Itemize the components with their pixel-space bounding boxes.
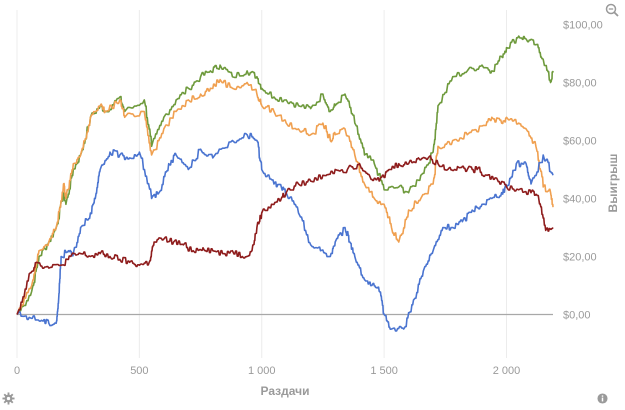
gear-icon[interactable] [2, 392, 15, 407]
y-tick-label: $0,00 [563, 310, 591, 322]
series-line-1 [16, 78, 554, 315]
y-tick-label: $20,00 [563, 252, 597, 264]
y-tick-label: $80,00 [563, 78, 597, 90]
grid-lines [16, 10, 507, 358]
x-tick-label: 1 000 [248, 365, 276, 377]
series-line-3 [16, 155, 554, 315]
y-axis-ticks: $0,00 $20,00 $40,00 $60,00 $80,00 $100,00 [563, 20, 603, 322]
y-tick-label: $100,00 [563, 20, 603, 32]
y-axis-label: Выигрыш [606, 154, 620, 213]
info-icon[interactable] [597, 393, 608, 406]
x-tick-label: 500 [130, 365, 148, 377]
y-tick-label: $60,00 [563, 136, 597, 148]
x-axis-label: Раздачи [261, 384, 310, 398]
x-tick-label: 2 000 [493, 365, 521, 377]
zoom-out-icon[interactable] [605, 3, 619, 19]
x-tick-label: 0 [14, 365, 20, 377]
series-line-2 [16, 132, 554, 332]
y-tick-label: $40,00 [563, 194, 597, 206]
series-layer [16, 35, 554, 332]
x-axis-ticks: 0 500 1 000 1 500 2 000 [14, 365, 520, 377]
series-line-0 [16, 35, 554, 315]
x-tick-label: 1 500 [370, 365, 398, 377]
